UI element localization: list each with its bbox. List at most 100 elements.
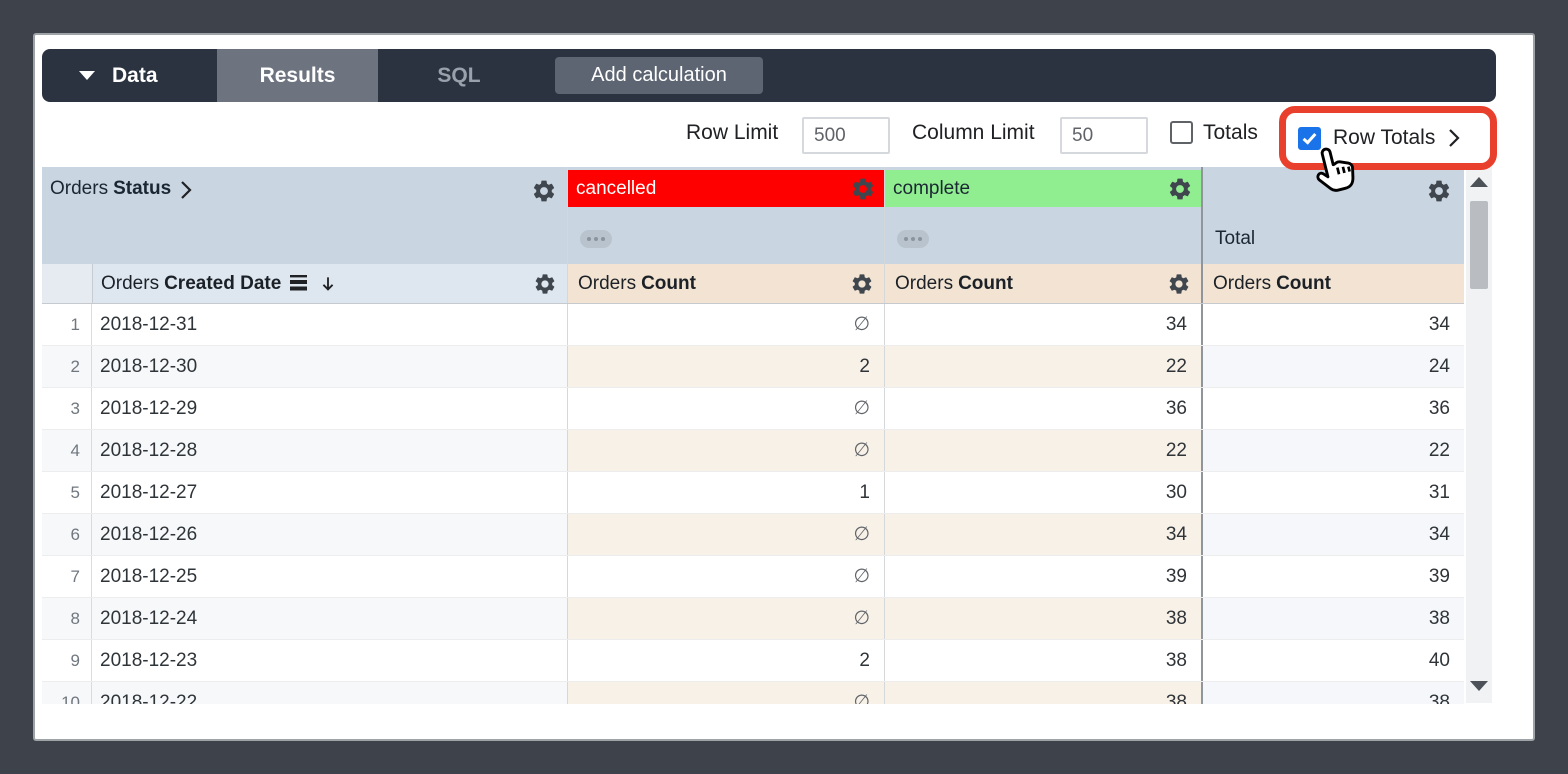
row-total-cell[interactable]: 34: [1201, 304, 1464, 345]
measure-header-complete[interactable]: Orders Count: [884, 264, 1201, 303]
date-cell[interactable]: 2018-12-29: [100, 397, 198, 419]
cancelled-count-cell[interactable]: ∅: [567, 598, 884, 639]
total-column-label: Total: [1201, 214, 1464, 264]
row-total-cell[interactable]: 40: [1201, 640, 1464, 681]
column-limit-label: Column Limit: [912, 121, 1035, 144]
date-cell[interactable]: 2018-12-27: [100, 481, 198, 503]
add-calculation-button[interactable]: Add calculation: [555, 57, 763, 94]
collapse-caret-icon: [79, 71, 95, 80]
gear-icon[interactable]: [850, 272, 874, 296]
scrollbar-thumb[interactable]: [1470, 201, 1488, 289]
table-row: 8 2018-12-24 ∅ 38 38: [42, 598, 1464, 640]
row-total-cell[interactable]: 36: [1201, 388, 1464, 429]
pivot-header: Orders Status cancelled complete: [42, 167, 1464, 264]
complete-count-cell[interactable]: 22: [884, 346, 1201, 387]
scroll-down-arrow-icon[interactable]: [1470, 681, 1488, 691]
row-totals-chevron-icon[interactable]: [1447, 128, 1461, 148]
complete-count-cell[interactable]: 34: [884, 514, 1201, 555]
sort-desc-arrow-icon: [323, 276, 334, 291]
date-cell[interactable]: 2018-12-28: [92, 430, 567, 471]
row-total-cell[interactable]: 31: [1201, 472, 1464, 513]
row-limit-input[interactable]: [802, 117, 890, 154]
cancelled-count-cell[interactable]: ∅: [567, 556, 884, 597]
subtotal-icon: [290, 275, 308, 291]
date-cell[interactable]: 2018-12-24: [92, 598, 567, 639]
gear-icon[interactable]: [531, 178, 557, 204]
table-row: 5 2018-12-27 1 30 31: [42, 472, 1464, 514]
gear-icon[interactable]: [1167, 176, 1193, 202]
row-number-header: [42, 264, 92, 303]
row-total-cell[interactable]: 38: [1201, 598, 1464, 639]
row-total-cell[interactable]: 39: [1201, 556, 1464, 597]
explore-panel: Data Results SQL Add calculation Row Lim…: [33, 33, 1535, 741]
measure-header-cancelled[interactable]: Orders Count: [567, 264, 884, 303]
pivot-expand-chevron-icon[interactable]: [179, 180, 193, 200]
complete-count-cell[interactable]: 30: [884, 472, 1201, 513]
vertical-scrollbar[interactable]: [1466, 167, 1492, 703]
gear-icon[interactable]: [1167, 272, 1191, 296]
date-cell[interactable]: 2018-12-30: [92, 346, 567, 387]
date-cell[interactable]: 2018-12-26: [92, 514, 567, 555]
tab-results[interactable]: Results: [217, 49, 378, 102]
table-row: 4 2018-12-28 ∅ 22 22: [42, 430, 1464, 472]
row-index: 9: [42, 640, 92, 681]
row-index: 8: [42, 598, 92, 639]
row-index: 1: [42, 304, 92, 345]
cancelled-count-cell[interactable]: ∅: [567, 304, 884, 345]
gear-icon[interactable]: [533, 272, 557, 296]
row-totals-highlight: Row Totals: [1279, 106, 1497, 170]
cancelled-count-cell[interactable]: 1: [567, 472, 884, 513]
column-limit-input[interactable]: [1060, 117, 1148, 154]
row-limit-label: Row Limit: [686, 121, 779, 144]
row-total-cell[interactable]: 22: [1201, 430, 1464, 471]
cancelled-count-cell[interactable]: ∅: [567, 682, 884, 704]
date-cell[interactable]: 2018-12-22: [92, 682, 567, 704]
gear-icon[interactable]: [850, 176, 876, 202]
row-index: 2: [42, 346, 92, 387]
row-total-cell[interactable]: 38: [1201, 682, 1464, 704]
table-row: 10 2018-12-22 ∅ 38 38: [42, 682, 1464, 704]
row-totals-checkbox[interactable]: [1298, 126, 1321, 150]
table-row: 1 2018-12-31 ∅ 34 34: [42, 304, 1464, 346]
pivot-menu-dots[interactable]: [897, 230, 929, 248]
pivot-field-header[interactable]: Orders Status: [42, 167, 567, 264]
complete-count-cell[interactable]: 34: [884, 304, 1201, 345]
pivot-menu-dots[interactable]: [580, 230, 612, 248]
totals-checkbox[interactable]: [1170, 121, 1193, 144]
row-index: 5: [42, 472, 92, 513]
pivot-value-cancelled[interactable]: cancelled: [568, 170, 884, 207]
cancelled-count-cell[interactable]: ∅: [567, 430, 884, 471]
scroll-up-arrow-icon[interactable]: [1470, 177, 1488, 187]
complete-count-cell[interactable]: 38: [884, 598, 1201, 639]
cancelled-count-cell[interactable]: ∅: [567, 388, 884, 429]
data-section-label: Data: [112, 63, 158, 87]
complete-count-cell[interactable]: 38: [884, 682, 1201, 704]
table-row: 9 2018-12-23 2 38 40: [42, 640, 1464, 682]
gear-icon[interactable]: [1426, 178, 1452, 204]
row-total-cell[interactable]: 24: [1201, 346, 1464, 387]
tab-sql[interactable]: SQL: [437, 63, 481, 87]
dimension-header[interactable]: Orders Created Date: [92, 264, 567, 303]
table-row: 7 2018-12-25 ∅ 39 39: [42, 556, 1464, 598]
row-index: 6: [42, 514, 92, 555]
table-row: 6 2018-12-26 ∅ 34 34: [42, 514, 1464, 556]
total-column-header-top: [1201, 167, 1464, 214]
complete-count-cell[interactable]: 38: [884, 640, 1201, 681]
complete-count-cell[interactable]: 36: [884, 388, 1201, 429]
row-index: 7: [42, 556, 92, 597]
date-cell[interactable]: 2018-12-23: [100, 649, 198, 671]
data-section-toggle[interactable]: Data: [42, 49, 217, 102]
complete-count-cell[interactable]: 39: [884, 556, 1201, 597]
data-toolbar: Data Results SQL Add calculation: [42, 49, 1496, 102]
cancelled-count-cell[interactable]: ∅: [567, 514, 884, 555]
complete-count-cell[interactable]: 22: [884, 430, 1201, 471]
date-cell[interactable]: 2018-12-25: [100, 565, 198, 587]
date-cell[interactable]: 2018-12-31: [100, 313, 198, 335]
field-header-row: Orders Created Date Orders Count: [42, 264, 1464, 304]
cancelled-count-cell[interactable]: 2: [567, 346, 884, 387]
cursor-icon: [1316, 147, 1355, 192]
cancelled-count-cell[interactable]: 2: [567, 640, 884, 681]
row-total-cell[interactable]: 34: [1201, 514, 1464, 555]
pivot-value-complete[interactable]: complete: [885, 170, 1201, 207]
measure-header-total[interactable]: Orders Count: [1201, 264, 1464, 303]
